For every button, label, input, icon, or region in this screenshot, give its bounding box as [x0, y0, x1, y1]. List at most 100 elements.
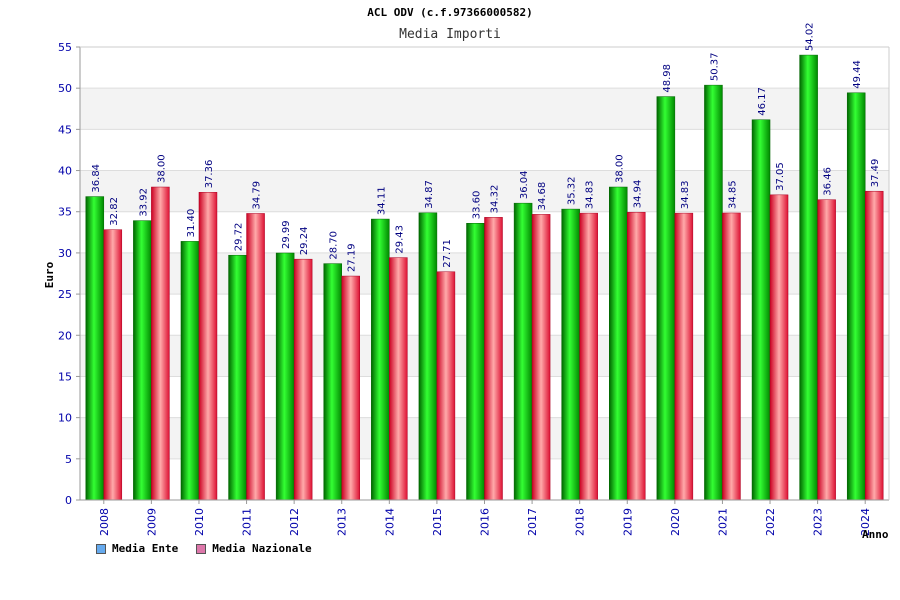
bar-media-ente-2023 [799, 54, 818, 501]
value-label-media-nazionale-2012: 29.24 [299, 227, 310, 256]
bar-media-ente-2017 [513, 202, 533, 501]
bar-media-ente-2013 [323, 263, 342, 501]
value-label-media-ente-2015: 34.87 [424, 180, 435, 209]
value-label-media-nazionale-2008: 32.82 [109, 197, 120, 226]
value-label-media-ente-2013: 28.70 [329, 231, 340, 260]
x-tick-label-2013: 2013 [336, 508, 349, 536]
x-tick-label-2023: 2023 [812, 508, 825, 536]
value-labels: 36.84 32.82 33.92 38.00 31.40 37.36 29.72 34.79… [91, 22, 881, 272]
value-label-media-ente-2021: 50.37 [709, 52, 720, 81]
legend-item-media-nazionale: Media Nazionale [196, 542, 312, 555]
bar-media-nazionale-2022 [769, 194, 789, 501]
value-label-media-nazionale-2020: 34.83 [680, 180, 691, 209]
value-label-media-ente-2023: 54.02 [805, 22, 816, 51]
value-label-media-ente-2011: 29.72 [234, 223, 245, 252]
bar-media-nazionale-2020 [674, 212, 694, 501]
value-label-media-nazionale-2024: 37.49 [870, 159, 881, 188]
value-label-media-nazionale-2019: 34.94 [632, 180, 643, 209]
legend-swatch-media-nazionale [196, 543, 207, 554]
bar-media-ente-2022 [751, 119, 771, 501]
x-tick-label-2011: 2011 [241, 508, 254, 536]
bar-media-nazionale-2011 [246, 213, 265, 501]
x-tick-label-2017: 2017 [526, 508, 539, 536]
x-tick-label-2021: 2021 [716, 508, 729, 536]
value-label-media-nazionale-2017: 34.68 [537, 182, 548, 211]
bar-media-ente-2018 [561, 208, 580, 501]
axes [76, 46, 890, 504]
x-tick-label-2024: 2024 [859, 508, 872, 536]
bar-media-nazionale-2018 [579, 212, 598, 501]
x-tick-label-2014: 2014 [383, 508, 396, 536]
value-label-media-ente-2019: 38.00 [614, 154, 625, 183]
bar-media-nazionale-2019 [627, 211, 646, 501]
bar-media-ente-2014 [371, 218, 390, 501]
y-tick-label: 5 [65, 453, 72, 466]
legend-label-media-ente: Media Ente [112, 542, 179, 555]
x-axis-label: Anno [862, 528, 889, 541]
bar-media-nazionale-2017 [531, 214, 551, 501]
value-label-media-nazionale-2022: 37.05 [775, 162, 786, 191]
value-label-media-ente-2014: 34.11 [376, 186, 387, 215]
chart-subtitle: Media Importi [399, 27, 501, 42]
bar-media-ente-2019 [609, 186, 628, 501]
y-tick-label: 55 [58, 41, 72, 54]
y-axis-label: Euro [43, 261, 56, 288]
y-tick-label: 50 [58, 82, 72, 95]
bar-media-ente-2015 [418, 212, 438, 501]
value-label-media-ente-2012: 29.99 [281, 220, 292, 249]
bar-media-nazionale-2015 [436, 271, 456, 501]
legend: Media Ente Media Nazionale [96, 542, 312, 555]
value-label-media-ente-2009: 33.92 [138, 188, 149, 217]
value-label-media-nazionale-2011: 34.79 [252, 181, 263, 210]
bar-media-ente-2021 [704, 84, 723, 501]
value-label-media-nazionale-2018: 34.83 [585, 180, 596, 209]
value-label-media-nazionale-2021: 34.85 [727, 180, 738, 209]
y-tick-label: 35 [58, 206, 72, 219]
value-label-media-ente-2008: 36.84 [91, 164, 102, 193]
y-tick-labels: 0 5 10 15 20 25 30 35 40 45 50 55 [58, 41, 72, 507]
bars [85, 54, 884, 501]
x-tick-label-2022: 2022 [764, 508, 777, 536]
value-label-media-ente-2020: 48.98 [662, 64, 673, 93]
y-tick-label: 10 [58, 412, 72, 425]
bar-media-nazionale-2024 [864, 190, 884, 501]
y-tick-label: 30 [58, 247, 72, 260]
x-tick-labels: 2008 2009 2010 2011 2012 2013 2014 2015 2016 2017… [98, 508, 872, 536]
y-tick-label: 0 [65, 494, 72, 507]
bar-media-ente-2011 [228, 254, 247, 501]
y-tick-label: 20 [58, 329, 72, 342]
bar-media-nazionale-2013 [341, 275, 360, 501]
x-tick-label-2009: 2009 [145, 508, 158, 536]
bar-media-nazionale-2016 [484, 217, 503, 501]
value-label-media-ente-2017: 36.04 [519, 171, 530, 200]
value-label-media-nazionale-2009: 38.00 [156, 154, 167, 183]
bar-media-ente-2024 [846, 92, 866, 501]
value-label-media-nazionale-2016: 34.32 [490, 185, 501, 214]
value-label-media-ente-2022: 46.17 [757, 87, 768, 116]
y-tick-label: 40 [58, 165, 72, 178]
x-tick-label-2020: 2020 [669, 508, 682, 536]
y-tick-label: 15 [58, 370, 72, 383]
x-tick-label-2018: 2018 [574, 508, 587, 536]
bar-media-ente-2009 [133, 220, 152, 501]
value-label-media-ente-2016: 33.60 [472, 191, 483, 220]
value-label-media-nazionale-2014: 29.43 [394, 225, 405, 254]
bar-media-nazionale-2009 [151, 186, 170, 501]
value-label-media-nazionale-2015: 27.71 [442, 239, 453, 268]
bar-media-ente-2016 [466, 223, 485, 501]
x-tick-label-2012: 2012 [288, 508, 301, 536]
bar-media-ente-2008 [85, 196, 105, 501]
value-label-media-ente-2010: 31.40 [186, 209, 197, 238]
x-tick-label-2016: 2016 [479, 508, 492, 536]
bar-media-nazionale-2012 [293, 258, 313, 501]
bar-media-nazionale-2014 [389, 257, 408, 501]
chart-title: ACL ODV (c.f.97366000582) [367, 6, 533, 19]
value-label-media-nazionale-2010: 37.36 [204, 160, 215, 189]
bar-media-ente-2012 [275, 252, 295, 501]
x-tick-label-2019: 2019 [621, 508, 634, 536]
value-label-media-ente-2018: 35.32 [567, 176, 578, 205]
value-label-media-nazionale-2023: 36.46 [823, 167, 834, 196]
x-tick-label-2008: 2008 [98, 508, 111, 536]
value-label-media-ente-2024: 49.44 [852, 60, 863, 89]
